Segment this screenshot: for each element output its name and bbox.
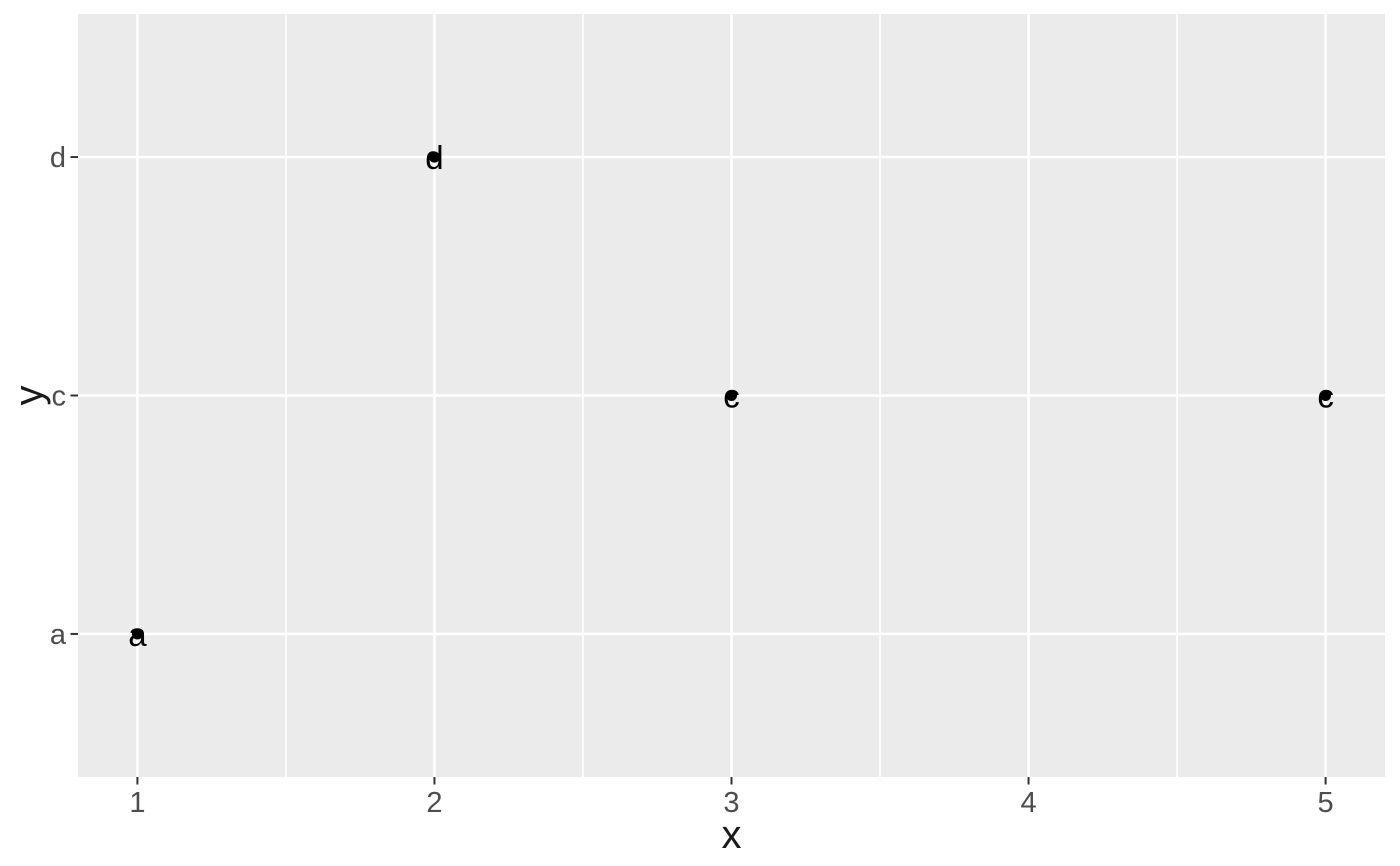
axis-tick-marks: [70, 156, 1327, 785]
data-points-layer: a d c c: [128, 139, 1334, 653]
y-axis-title: y: [7, 386, 51, 406]
x-tick-label: 1: [129, 787, 145, 819]
point-label: a: [128, 616, 147, 653]
y-tick-label: c: [52, 381, 67, 413]
data-point: [726, 390, 737, 401]
point-label: c: [1317, 378, 1334, 415]
x-tick-label: 2: [426, 787, 442, 819]
x-tick-label: 4: [1020, 787, 1036, 819]
point-label: d: [425, 139, 443, 176]
data-point: [428, 151, 440, 163]
data-point: [1320, 390, 1332, 401]
axis-tick-labels: 1 2 3 4 5 a c d: [50, 142, 1334, 819]
data-point: [131, 628, 143, 640]
x-axis-title: x: [722, 813, 742, 857]
x-tick-label: 5: [1318, 787, 1334, 819]
x-tick-label: 3: [723, 787, 739, 819]
y-tick-label: d: [50, 142, 66, 174]
y-tick-label: a: [50, 619, 67, 651]
point-label: c: [723, 378, 740, 415]
